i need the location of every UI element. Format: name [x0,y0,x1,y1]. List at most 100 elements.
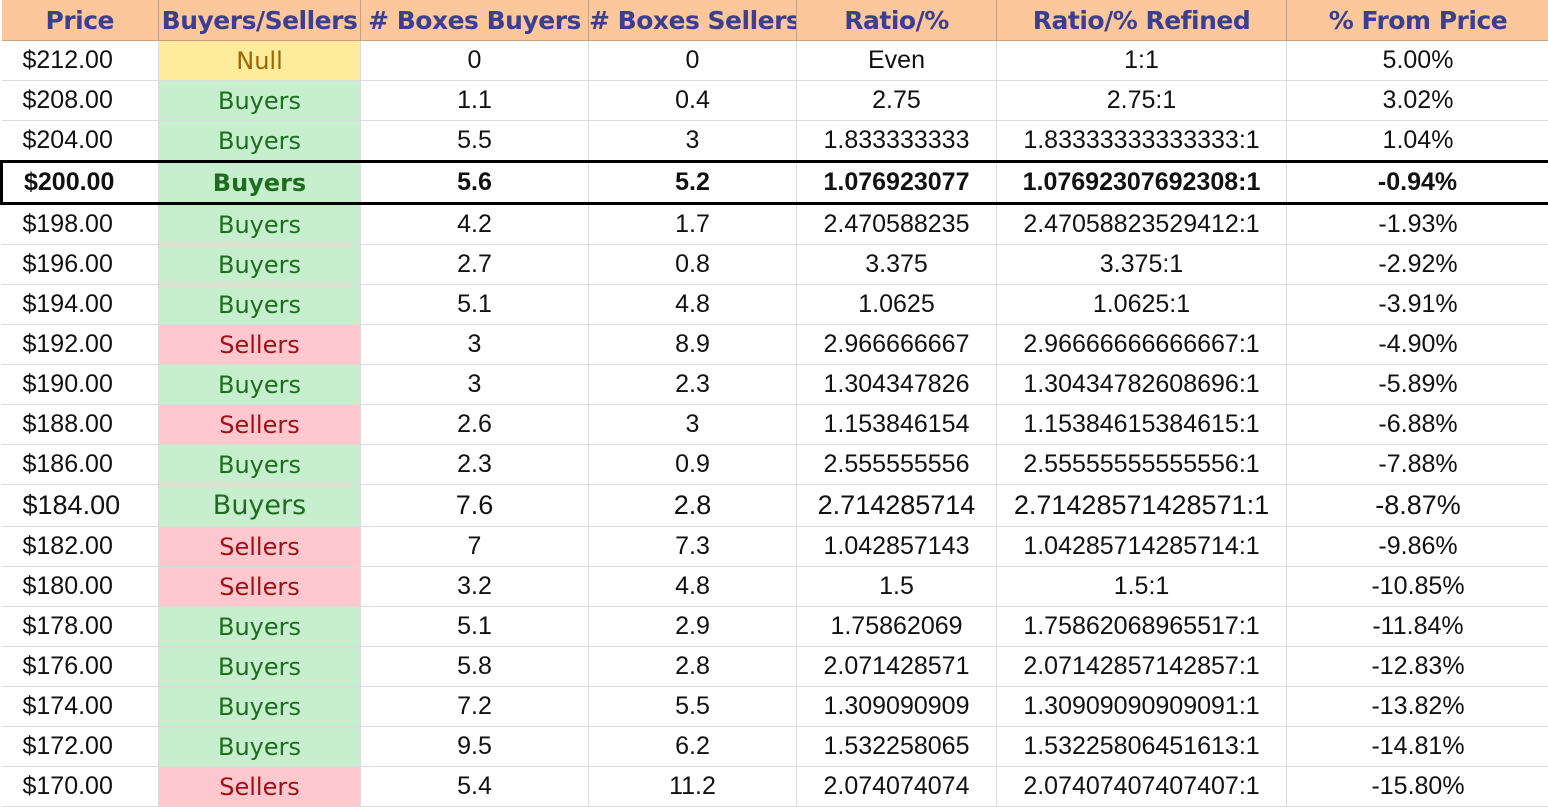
price-cell[interactable]: $204.00 [2,121,159,162]
pct-from-price-cell[interactable]: -9.86% [1287,527,1548,567]
price-cell[interactable]: $196.00 [2,245,159,285]
header-ratio[interactable]: Ratio/% [797,0,997,41]
ratio-refined-cell[interactable]: 2.07407407407407:1 [997,767,1287,807]
pct-from-price-cell[interactable]: -14.81% [1287,727,1548,767]
pct-from-price-cell[interactable]: 1.04% [1287,121,1548,162]
boxes-buyers-cell[interactable]: 2.6 [361,405,589,445]
boxes-buyers-cell[interactable]: 5.8 [361,647,589,687]
ratio-cell[interactable]: 3.375 [797,245,997,285]
ratio-refined-cell[interactable]: 1.30909090909091:1 [997,687,1287,727]
boxes-buyers-cell[interactable]: 0 [361,41,589,81]
boxes-buyers-cell[interactable]: 5.4 [361,767,589,807]
ratio-cell[interactable]: 1.042857143 [797,527,997,567]
ratio-refined-cell[interactable]: 1.04285714285714:1 [997,527,1287,567]
pct-from-price-cell[interactable]: -8.87% [1287,485,1548,527]
boxes-sellers-cell[interactable]: 1.7 [589,204,797,245]
ratio-refined-cell[interactable]: 2.71428571428571:1 [997,485,1287,527]
ratio-cell[interactable]: 2.966666667 [797,325,997,365]
pct-from-price-cell[interactable]: -15.80% [1287,767,1548,807]
boxes-sellers-cell[interactable]: 4.8 [589,285,797,325]
boxes-buyers-cell[interactable]: 5.5 [361,121,589,162]
ratio-refined-cell[interactable]: 2.07142857142857:1 [997,647,1287,687]
ratio-cell[interactable]: 1.304347826 [797,365,997,405]
boxes-buyers-cell[interactable]: 3.2 [361,567,589,607]
price-cell[interactable]: $174.00 [2,687,159,727]
pct-from-price-cell[interactable]: -5.89% [1287,365,1548,405]
pct-from-price-cell[interactable]: -6.88% [1287,405,1548,445]
ratio-cell[interactable]: 1.833333333 [797,121,997,162]
boxes-buyers-cell[interactable]: 5.1 [361,607,589,647]
price-cell[interactable]: $200.00 [2,162,159,204]
boxes-buyers-cell[interactable]: 3 [361,325,589,365]
pct-from-price-cell[interactable]: -0.94% [1287,162,1548,204]
ratio-cell[interactable]: 2.071428571 [797,647,997,687]
buyers-sellers-cell[interactable]: Buyers [159,607,361,647]
ratio-cell[interactable]: 2.470588235 [797,204,997,245]
ratio-cell[interactable]: 1.532258065 [797,727,997,767]
header-ratio-refined[interactable]: Ratio/% Refined [997,0,1287,41]
price-cell[interactable]: $184.00 [2,485,159,527]
boxes-sellers-cell[interactable]: 4.8 [589,567,797,607]
buyers-sellers-cell[interactable]: Buyers [159,204,361,245]
pct-from-price-cell[interactable]: -12.83% [1287,647,1548,687]
pct-from-price-cell[interactable]: -1.93% [1287,204,1548,245]
boxes-buyers-cell[interactable]: 7.2 [361,687,589,727]
pct-from-price-cell[interactable]: -11.84% [1287,607,1548,647]
pct-from-price-cell[interactable]: -2.92% [1287,245,1548,285]
price-cell[interactable]: $212.00 [2,41,159,81]
boxes-sellers-cell[interactable]: 2.3 [589,365,797,405]
buyers-sellers-cell[interactable]: Buyers [159,285,361,325]
boxes-sellers-cell[interactable]: 0.8 [589,245,797,285]
boxes-buyers-cell[interactable]: 3 [361,365,589,405]
boxes-sellers-cell[interactable]: 2.8 [589,647,797,687]
buyers-sellers-cell[interactable]: Buyers [159,365,361,405]
boxes-sellers-cell[interactable]: 8.9 [589,325,797,365]
buyers-sellers-cell[interactable]: Buyers [159,162,361,204]
boxes-buyers-cell[interactable]: 5.1 [361,285,589,325]
buyers-sellers-cell[interactable]: Buyers [159,727,361,767]
boxes-sellers-cell[interactable]: 0 [589,41,797,81]
buyers-sellers-cell[interactable]: Buyers [159,647,361,687]
price-cell[interactable]: $198.00 [2,204,159,245]
price-cell[interactable]: $176.00 [2,647,159,687]
buyers-sellers-cell[interactable]: Sellers [159,405,361,445]
boxes-sellers-cell[interactable]: 0.4 [589,81,797,121]
ratio-refined-cell[interactable]: 2.55555555555556:1 [997,445,1287,485]
boxes-buyers-cell[interactable]: 1.1 [361,81,589,121]
price-cell[interactable]: $208.00 [2,81,159,121]
ratio-refined-cell[interactable]: 2.96666666666667:1 [997,325,1287,365]
boxes-sellers-cell[interactable]: 0.9 [589,445,797,485]
ratio-refined-cell[interactable]: 1.07692307692308:1 [997,162,1287,204]
ratio-cell[interactable]: 1.153846154 [797,405,997,445]
ratio-refined-cell[interactable]: 1.83333333333333:1 [997,121,1287,162]
boxes-sellers-cell[interactable]: 3 [589,121,797,162]
buyers-sellers-cell[interactable]: Buyers [159,81,361,121]
ratio-cell[interactable]: 2.555555556 [797,445,997,485]
buyers-sellers-cell[interactable]: Buyers [159,687,361,727]
ratio-refined-cell[interactable]: 1.15384615384615:1 [997,405,1287,445]
price-cell[interactable]: $190.00 [2,365,159,405]
price-cell[interactable]: $188.00 [2,405,159,445]
ratio-cell[interactable]: 1.309090909 [797,687,997,727]
price-cell[interactable]: $182.00 [2,527,159,567]
boxes-sellers-cell[interactable]: 2.8 [589,485,797,527]
ratio-cell[interactable]: Even [797,41,997,81]
boxes-buyers-cell[interactable]: 7.6 [361,485,589,527]
ratio-cell[interactable]: 1.076923077 [797,162,997,204]
ratio-refined-cell[interactable]: 2.47058823529412:1 [997,204,1287,245]
header-boxes-buyers[interactable]: # Boxes Buyers [361,0,589,41]
price-cell[interactable]: $170.00 [2,767,159,807]
boxes-buyers-cell[interactable]: 9.5 [361,727,589,767]
ratio-refined-cell[interactable]: 1.0625:1 [997,285,1287,325]
ratio-cell[interactable]: 1.75862069 [797,607,997,647]
ratio-refined-cell[interactable]: 1:1 [997,41,1287,81]
buyers-sellers-cell[interactable]: Buyers [159,485,361,527]
boxes-buyers-cell[interactable]: 7 [361,527,589,567]
buyers-sellers-cell[interactable]: Null [159,41,361,81]
price-cell[interactable]: $194.00 [2,285,159,325]
buyers-sellers-cell[interactable]: Sellers [159,567,361,607]
boxes-sellers-cell[interactable]: 5.5 [589,687,797,727]
ratio-refined-cell[interactable]: 1.5:1 [997,567,1287,607]
boxes-buyers-cell[interactable]: 4.2 [361,204,589,245]
price-cell[interactable]: $180.00 [2,567,159,607]
